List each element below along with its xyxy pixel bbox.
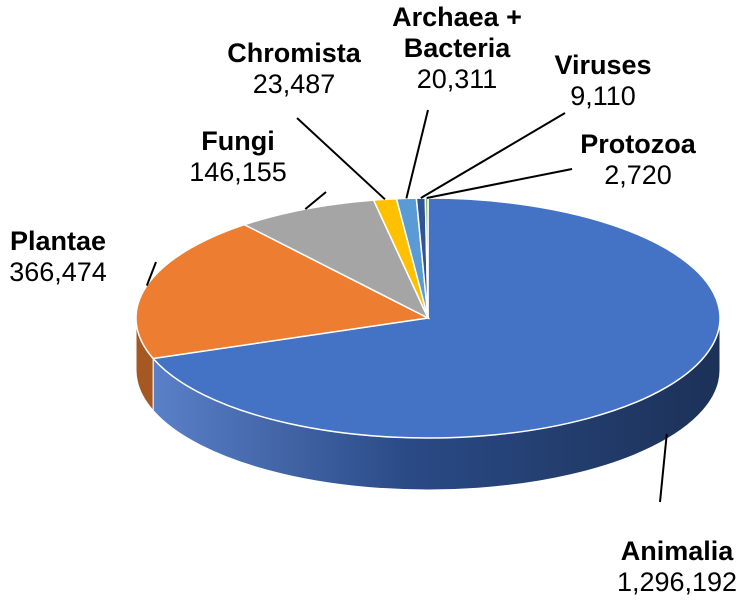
label-plantae-value: 366,474 bbox=[9, 257, 107, 287]
label-archaea-bacteria-value: 20,311 bbox=[416, 64, 498, 94]
label-viruses: Viruses 9,110 bbox=[554, 52, 651, 110]
label-animalia-value: 1,296,192 bbox=[616, 567, 738, 597]
label-chromista: Chromista 23,487 bbox=[227, 40, 361, 98]
leader-line-protozoa bbox=[426, 168, 573, 199]
leader-lines bbox=[145, 109, 668, 503]
label-chromista-name: Chromista bbox=[227, 38, 361, 68]
label-archaea-bacteria-line1: Archaea + bbox=[392, 2, 522, 32]
label-plantae-name: Plantae bbox=[9, 226, 107, 256]
label-fungi: Fungi 146,155 bbox=[189, 128, 287, 186]
leader-line-animalia bbox=[659, 433, 668, 503]
label-protozoa-value: 2,720 bbox=[604, 160, 672, 190]
label-plantae: Plantae 366,474 bbox=[9, 228, 107, 286]
label-archaea-bacteria: Archaea + Bacteria 20,311 bbox=[392, 4, 522, 93]
pie-slices bbox=[135, 197, 721, 439]
label-protozoa: Protozoa 2,720 bbox=[580, 131, 696, 189]
leader-line-viruses bbox=[420, 112, 566, 199]
label-fungi-value: 146,155 bbox=[189, 157, 287, 187]
leader-line-archaea-bacteria bbox=[405, 109, 429, 199]
label-viruses-name: Viruses bbox=[554, 50, 652, 80]
label-protozoa-name: Protozoa bbox=[580, 129, 696, 159]
leader-line-fungi bbox=[304, 191, 327, 210]
label-viruses-value: 9,110 bbox=[570, 81, 636, 111]
leader-line-chromista bbox=[296, 117, 386, 201]
leader-line-plantae bbox=[145, 261, 157, 286]
label-animalia-name: Animalia bbox=[620, 536, 734, 566]
label-animalia: Animalia 1,296,192 bbox=[617, 538, 737, 596]
slice-animalia bbox=[151, 197, 721, 439]
label-fungi-name: Fungi bbox=[201, 126, 275, 156]
label-chromista-value: 23,487 bbox=[252, 69, 336, 99]
label-archaea-bacteria-line2: Bacteria bbox=[403, 33, 511, 63]
